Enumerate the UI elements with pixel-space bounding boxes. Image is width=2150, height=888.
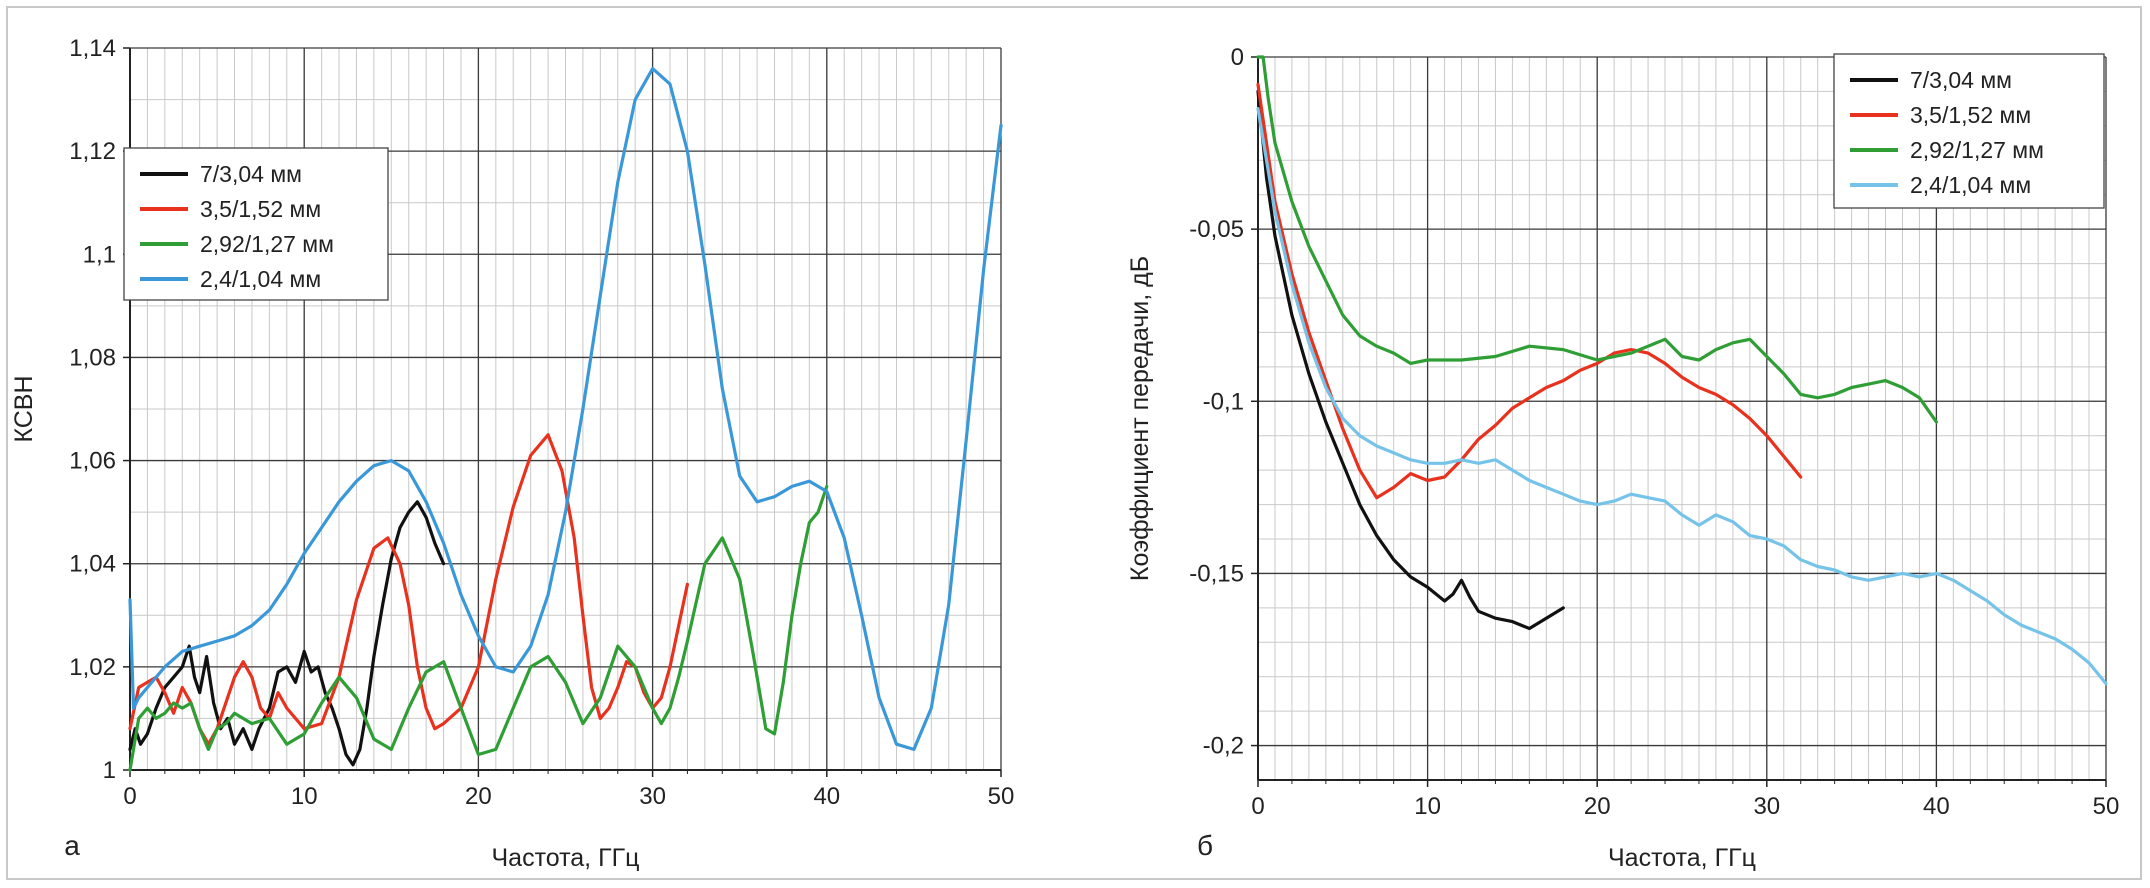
y-tick-label: 1,04	[69, 551, 116, 578]
x-tick-label: 0	[123, 783, 136, 810]
y-tick-label: 1,12	[69, 138, 116, 165]
legend-label: 2,92/1,27 мм	[1910, 137, 2044, 163]
legend-label: 2,92/1,27 мм	[200, 231, 334, 257]
y-axis-label: Коэффициент передачи, дБ	[1126, 256, 1154, 581]
x-tick-label: 30	[639, 783, 666, 810]
panel-label: б	[1197, 830, 1213, 861]
series-line-4	[128, 67, 1003, 751]
x-tick-label: 20	[1584, 793, 1611, 820]
y-tick-label: 1	[103, 757, 116, 784]
x-tick-label: 20	[465, 783, 492, 810]
x-tick-label: 0	[1251, 793, 1264, 820]
legend-label: 7/3,04 мм	[200, 161, 302, 187]
legend-label: 3,5/1,52 мм	[200, 196, 321, 222]
x-tick-label: 30	[1753, 793, 1780, 820]
y-tick-label: -0,15	[1189, 560, 1244, 587]
y-tick-label: 0	[1231, 44, 1244, 71]
x-tick-label: 50	[2093, 793, 2120, 820]
y-axis-label: КСВН	[10, 375, 38, 442]
panel-label: а	[64, 830, 80, 861]
chart-panel-1: 0 10 20 30 40 50 1 1,02 1,04 1,06 1,08 1,1 1,12 1,14 Ч…	[10, 35, 1014, 872]
y-tick-label: 1,06	[69, 448, 116, 475]
x-axis-label: Частота, ГГц	[492, 844, 640, 872]
x-tick-label: 50	[988, 783, 1015, 810]
x-tick-label: 10	[1414, 793, 1441, 820]
y-tick-label: -0,1	[1203, 388, 1244, 415]
legend: 7/3,04 мм 3,5/1,52 мм 2,92/1,27 мм 2,4/1,04…	[1833, 53, 2105, 209]
y-tick-label: 1,1	[83, 241, 116, 268]
chart-panel-2: 0 10 20 30 40 50 0 -0,05 -0,1 -0,15 -0,2 Частота, Г…	[1126, 44, 2119, 872]
legend-label: 2,4/1,04 мм	[200, 266, 321, 292]
y-tick-label: -0,05	[1189, 216, 1244, 243]
legend-label: 2,4/1,04 мм	[1910, 172, 2031, 198]
y-tick-label: 1,02	[69, 654, 116, 681]
series-line-3	[1256, 55, 1938, 424]
series-line-4	[1256, 107, 2108, 686]
x-tick-label: 10	[291, 783, 318, 810]
legend: 7/3,04 мм 3,5/1,52 мм 2,92/1,27 мм 2,4/1,04…	[123, 147, 389, 301]
x-tick-label: 40	[1923, 793, 1950, 820]
y-tick-label: 1,14	[69, 35, 116, 62]
y-tick-label: -0,2	[1203, 733, 1244, 760]
series-line-3	[128, 484, 829, 772]
x-tick-label: 40	[813, 783, 840, 810]
series-line-1	[1256, 89, 1565, 631]
x-axis-label: Частота, ГГц	[1608, 844, 1756, 872]
y-tick-label: 1,08	[69, 344, 116, 371]
legend-label: 7/3,04 мм	[1910, 67, 2012, 93]
legend-label: 3,5/1,52 мм	[1910, 102, 2031, 128]
series-line-1	[128, 500, 446, 767]
